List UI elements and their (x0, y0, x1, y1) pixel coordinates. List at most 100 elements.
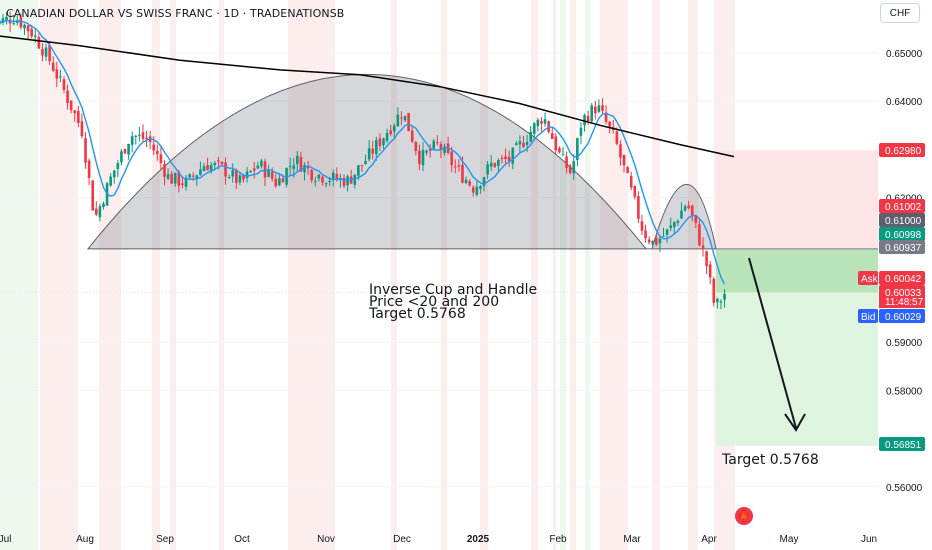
candle (486, 160, 489, 179)
highlight-band (0, 0, 38, 550)
svg-text:Bid: Bid (861, 312, 875, 323)
candle (579, 122, 583, 145)
highlight-band (553, 0, 556, 550)
candle (690, 204, 694, 222)
candle (716, 297, 719, 309)
candle (87, 158, 91, 186)
candle (676, 219, 680, 226)
candle (321, 175, 324, 186)
candle (400, 111, 403, 126)
candle (414, 141, 418, 156)
candle (698, 218, 701, 247)
candle (202, 162, 206, 172)
candle (206, 157, 209, 171)
candle (665, 228, 669, 243)
candle (680, 202, 683, 219)
candle (432, 138, 436, 151)
candle (94, 201, 98, 216)
candle (141, 124, 145, 143)
svg-text:0.61000: 0.61000 (885, 216, 922, 227)
candle (683, 204, 687, 212)
candle (543, 112, 547, 127)
pattern-annotation: Inverse Cup and Handle Price <20 and 200… (369, 283, 537, 322)
candle (195, 174, 199, 186)
highlight-band (219, 0, 224, 550)
svg-text:0.60042: 0.60042 (885, 274, 922, 285)
candle (672, 221, 676, 235)
candle (98, 203, 102, 222)
candle (303, 162, 306, 181)
currency-selector[interactable]: CHF (880, 3, 920, 23)
candle (224, 157, 227, 185)
candle (558, 146, 561, 154)
candle (66, 84, 69, 110)
candle (590, 102, 594, 123)
candle (565, 151, 568, 174)
candle (576, 137, 579, 167)
candle (493, 162, 497, 169)
high-tag: 0.61002 (879, 199, 925, 213)
svg-text:0.61002: 0.61002 (885, 202, 922, 213)
candle (619, 140, 622, 166)
candle (23, 23, 26, 35)
candle (306, 161, 310, 175)
candle (540, 117, 543, 132)
candle (396, 107, 400, 128)
candle (51, 56, 55, 72)
candle (629, 171, 633, 191)
candle (317, 173, 321, 182)
svg-text:0.60937: 0.60937 (885, 243, 922, 254)
take-profit-tag: 0.56851 (879, 437, 925, 451)
x-tick-label: Sep (156, 534, 174, 545)
candle (227, 174, 231, 179)
candle (163, 159, 166, 186)
x-tick-label: May (780, 534, 799, 545)
highlight-band (441, 0, 447, 550)
candle (651, 240, 655, 247)
candle (159, 146, 163, 170)
candle (421, 142, 425, 172)
sma200-line (0, 35, 735, 158)
candle (378, 133, 382, 152)
x-tick-label: Jun (861, 534, 877, 545)
candle (479, 185, 482, 194)
candle (382, 137, 385, 150)
candlesticks (0, 11, 726, 310)
candle (489, 154, 493, 172)
candle (145, 130, 148, 148)
candle (181, 178, 184, 189)
candle (235, 168, 238, 190)
candle (637, 191, 640, 224)
candle (515, 140, 518, 146)
candle (102, 201, 105, 210)
pattern-target: Target 0.5768 (369, 306, 466, 322)
open-profit-zone (716, 248, 878, 293)
svg-text:0.60029: 0.60029 (885, 312, 922, 323)
handle-shape (651, 184, 717, 250)
canada-flag-icon: 🍁 (735, 507, 753, 525)
y-tick-label: 0.58000 (886, 386, 923, 397)
candle (532, 122, 536, 141)
candle (436, 135, 439, 146)
candle (360, 164, 364, 173)
ask-label: Ask (858, 271, 879, 285)
highlight-band (600, 0, 628, 550)
y-tick-label: 0.64000 (886, 97, 923, 108)
highlight-band (652, 0, 660, 550)
candle (274, 173, 278, 189)
candle (91, 179, 95, 211)
candle (184, 174, 188, 191)
candle (615, 127, 619, 146)
highlight-band (560, 0, 566, 550)
x-tick-label: Nov (317, 534, 335, 545)
candle (278, 173, 281, 187)
entry-tag: 0.60937 (879, 240, 925, 254)
candle (346, 174, 349, 192)
candle (296, 150, 299, 172)
svg-text:0.60033: 0.60033 (885, 288, 922, 299)
candle (561, 147, 565, 156)
x-tick-label: Oct (234, 534, 250, 545)
arrow-shaft (748, 257, 797, 429)
countdown: 11:48:57 (885, 297, 924, 308)
